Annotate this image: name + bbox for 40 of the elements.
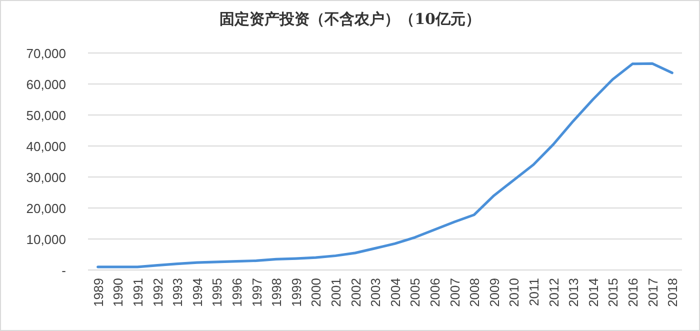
x-tick-label: 2005 <box>408 278 423 307</box>
x-tick-label: 2011 <box>526 278 542 306</box>
x-tick-label: 2016 <box>626 278 640 307</box>
x-tick-label: 2007 <box>447 278 462 307</box>
x-tick-label: 2003 <box>368 278 384 307</box>
x-tick-label: 2009 <box>486 278 502 307</box>
x-tick-label: 2015 <box>606 278 621 307</box>
x-tick-label: 2004 <box>388 278 403 307</box>
x-tick-label: 1999 <box>288 278 304 307</box>
x-tick-label: 2006 <box>428 278 442 307</box>
x-tick-label: 2010 <box>506 278 522 307</box>
y-tick-label: - <box>62 263 66 278</box>
x-tick-label: 2012 <box>546 278 562 307</box>
line-series <box>96 62 674 268</box>
chart-title: 固定资产投资（不含农户）（10亿元） <box>220 10 480 28</box>
x-tick-label: 1993 <box>170 278 186 307</box>
x-tick-label: 1989 <box>90 278 106 307</box>
x-tick-label: 2013 <box>566 278 582 307</box>
x-tick-label: 2001 <box>328 278 344 307</box>
x-tick-label: 1991 <box>130 278 146 307</box>
y-tick-label: 30,000 <box>26 170 66 185</box>
x-tick-label: 1994 <box>190 278 205 307</box>
x-tick-label: 1998 <box>269 278 284 307</box>
y-tick-label: 20,000 <box>26 201 66 216</box>
x-tick-label: 2014 <box>586 278 601 307</box>
y-tick-label: 60,000 <box>26 77 66 92</box>
y-tick-label: 40,000 <box>26 139 66 154</box>
y-tick-label: 10,000 <box>26 232 66 247</box>
x-tick-label: 2008 <box>467 278 482 307</box>
y-tick-label: 70,000 <box>26 46 66 61</box>
x-tick-label: 2017 <box>645 278 660 307</box>
x-tick-label: 1997 <box>249 278 264 307</box>
x-tick-label: 2002 <box>348 278 364 307</box>
x-tick-label: 2018 <box>665 278 680 307</box>
x-tick-label: 1992 <box>150 278 166 307</box>
y-tick-label: 50,000 <box>26 108 66 123</box>
x-tick-label: 1996 <box>230 278 244 307</box>
x-tick-label: 1995 <box>210 278 225 307</box>
x-tick-label: 1990 <box>110 278 126 307</box>
x-tick-label: 2000 <box>308 278 324 307</box>
